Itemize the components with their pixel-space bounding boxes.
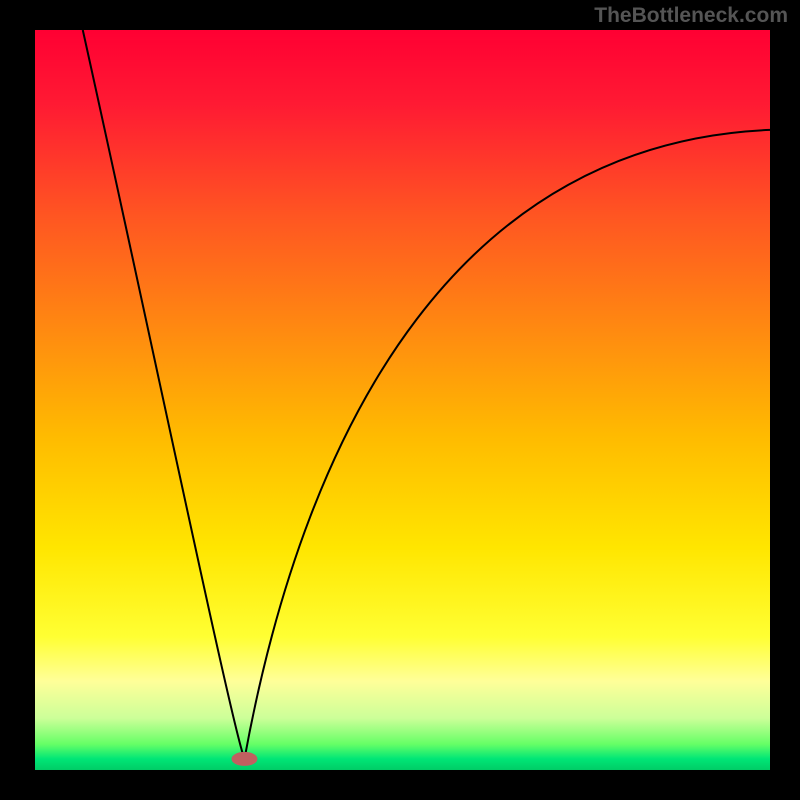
watermark-text: TheBottleneck.com <box>594 4 788 28</box>
gradient-background <box>35 30 770 770</box>
minimum-marker-icon <box>231 752 257 766</box>
plot-area <box>35 30 770 770</box>
plot-svg <box>35 30 770 770</box>
chart-container: TheBottleneck.com <box>0 0 800 800</box>
